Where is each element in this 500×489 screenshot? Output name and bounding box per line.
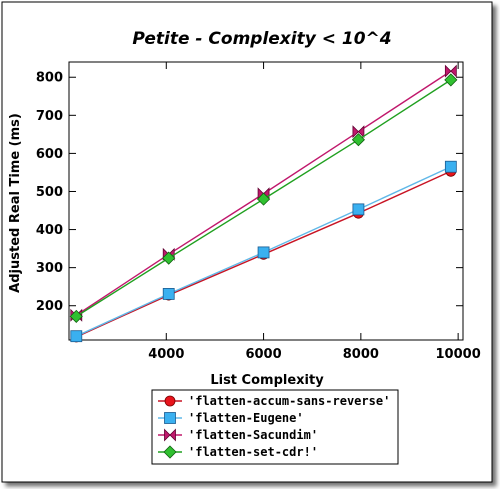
series-3 [69, 73, 458, 323]
series-3-point-4 [444, 73, 458, 87]
chart-title: Petite - Complexity < 10^4 [132, 29, 391, 49]
legend: 'flatten-accum-sans-reverse' 'flatten-Eug… [151, 389, 399, 465]
series-2-point-3 [352, 125, 365, 139]
legend-box [151, 389, 399, 465]
legend-marker-0 [164, 395, 176, 407]
x-tick-label-6000: 6000 [245, 347, 281, 362]
series-1-point-0 [70, 330, 83, 343]
legend-label-1: 'flatten-Eugene' [188, 411, 304, 425]
legend-marker-2 [164, 428, 176, 442]
series-3-point-1 [162, 251, 176, 265]
legend-marker-3 [163, 445, 177, 459]
series-3-point-0 [69, 309, 83, 323]
x-tick-label-8000: 8000 [343, 347, 379, 362]
legend-label-2: 'flatten-Sacundim' [188, 428, 318, 442]
y-tick-label-600: 600 [36, 147, 63, 162]
y-tick-label-300: 300 [36, 261, 63, 276]
plot-frame [68, 61, 464, 341]
series-1 [70, 160, 457, 343]
legend-label-3: 'flatten-set-cdr!' [188, 445, 318, 459]
y-tick-label-500: 500 [36, 185, 63, 200]
series-3-point-2 [257, 192, 271, 206]
legend-marker-1 [164, 412, 176, 424]
series-1-point-3 [352, 203, 365, 216]
y-axis-label: Adjusted Real Time (ms) [8, 113, 23, 293]
x-axis-label: List Complexity [210, 373, 324, 388]
x-tick-label-10000: 10000 [436, 347, 481, 362]
plot-area: 200 300 400 500 600 700 800 4000 6000 8000 10000 [36, 61, 481, 362]
y-tick-label-200: 200 [36, 299, 63, 314]
series-1-point-4 [444, 160, 457, 173]
series-1-point-1 [162, 288, 175, 300]
series-1-point-2 [257, 246, 270, 259]
legend-label-0: 'flatten-accum-sans-reverse' [188, 394, 390, 408]
series-2-point-4 [444, 64, 457, 78]
y-tick-label-400: 400 [36, 223, 63, 238]
y-tick-label-800: 800 [36, 71, 63, 86]
y-tick-label-700: 700 [36, 109, 63, 124]
x-tick-label-4000: 4000 [148, 347, 184, 362]
series-3-point-3 [351, 133, 365, 147]
